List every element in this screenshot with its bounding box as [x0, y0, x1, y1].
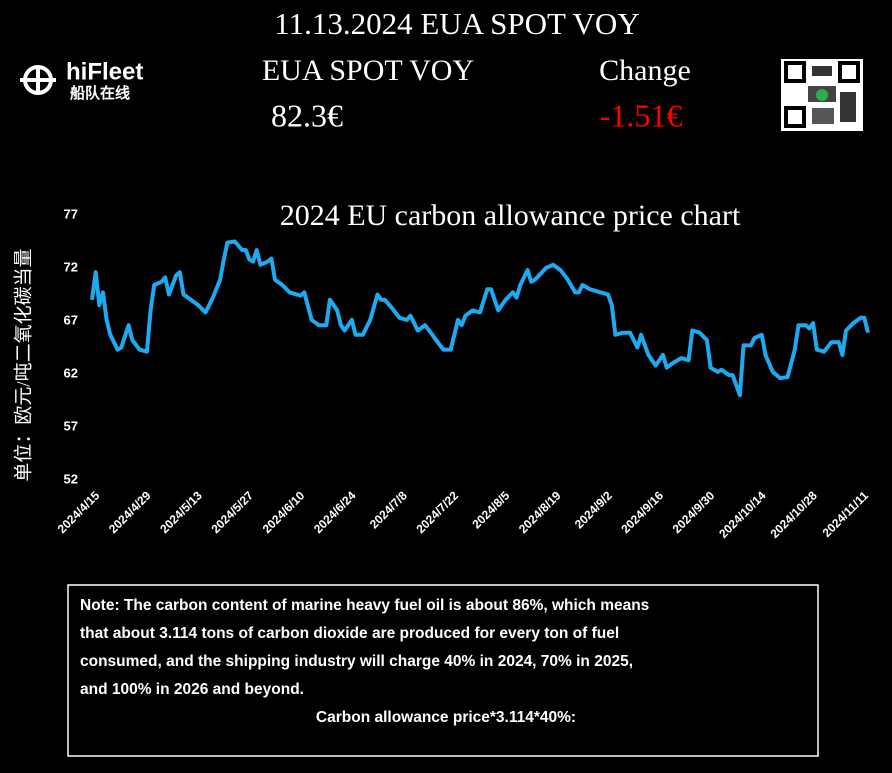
y-tick-label: 57 [64, 418, 78, 433]
qr-module [812, 66, 832, 76]
qr-logo [816, 89, 828, 101]
y-tick-label: 72 [64, 259, 78, 274]
y-tick-label: 67 [64, 312, 78, 327]
qr-code [781, 59, 863, 131]
change-label: Change [599, 54, 691, 87]
note-formula: Carbon allowance price*3.114*40%: [316, 709, 576, 726]
y-tick-label: 52 [64, 471, 78, 486]
logo-text: hiFleet [66, 58, 143, 85]
note-line: Note: The carbon content of marine heavy… [80, 597, 649, 614]
note-box [67, 584, 819, 757]
price: 82.3€ [271, 97, 343, 133]
logo: hiFleet 船队在线 [20, 58, 143, 102]
note-line: that about 3.114 tons of carbon dioxide … [80, 625, 619, 642]
qr-finder [784, 61, 806, 83]
note-line: consumed, and the shipping industry will… [80, 653, 633, 670]
qr-module [840, 92, 856, 122]
qr-finder [838, 61, 860, 83]
note: Note: The carbon content of marine heavy… [80, 597, 649, 726]
change: -1.51€ [600, 97, 683, 133]
price-label: EUA SPOT VOY [262, 54, 474, 87]
logo-subtext: 船队在线 [70, 84, 130, 102]
y-axis-label: 单位：欧元/吨二氧化碳当量 [12, 248, 34, 481]
y-tick-label: 62 [64, 365, 78, 380]
header-title: 11.13.2024 EUA SPOT VOY [274, 6, 639, 41]
chart-title: 2024 EU carbon allowance price chart [280, 199, 741, 232]
y-tick-label: 77 [64, 206, 78, 221]
price-line [90, 239, 870, 398]
qr-module [812, 108, 834, 124]
qr-finder [784, 106, 806, 128]
note-line: and 100% in 2026 and beyond. [80, 681, 304, 698]
